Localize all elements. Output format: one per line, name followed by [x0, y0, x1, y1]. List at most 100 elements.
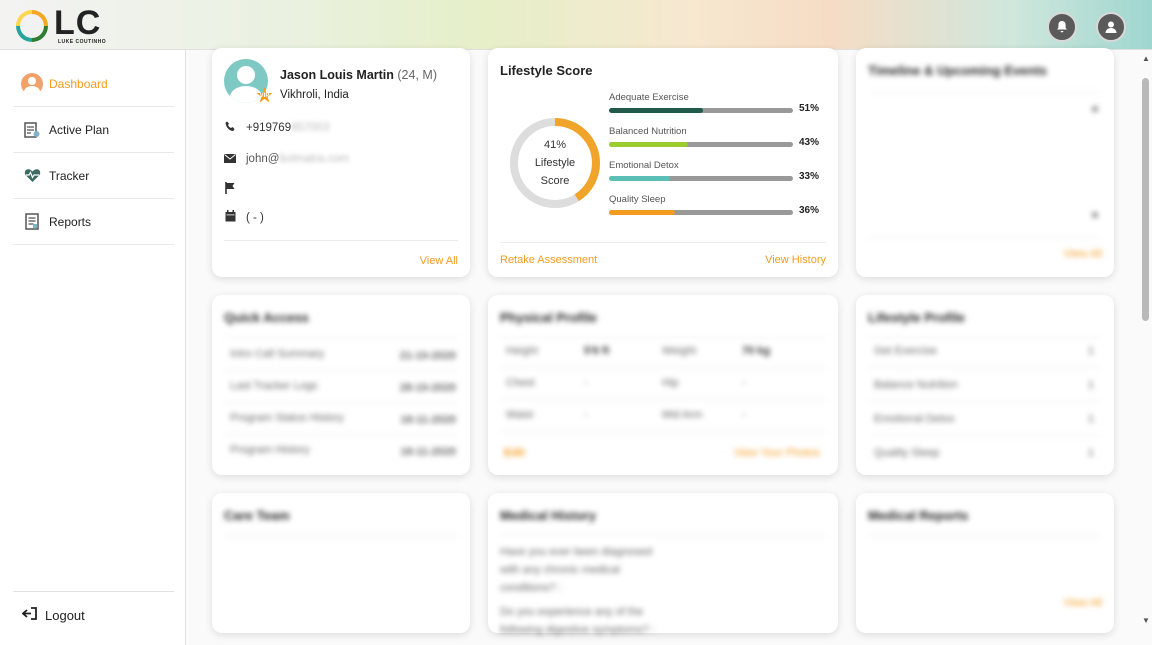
- lifestyle-profile-label: Quality Sleep: [874, 447, 940, 459]
- quick-access-title: Quick Access: [224, 310, 309, 325]
- bar-track: [609, 210, 793, 215]
- bar-label: Emotional Detox: [609, 160, 679, 171]
- bar-fill: [609, 176, 670, 181]
- lifestyle-profile-value: 1: [1087, 379, 1094, 391]
- sidebar-item-label: Reports: [49, 214, 92, 229]
- sidebar-item-reports[interactable]: Reports: [13, 199, 174, 245]
- physical-edit-link[interactable]: Edit: [504, 447, 525, 459]
- bar-adequate-exercise: Adequate Exercise 51%: [609, 92, 824, 114]
- phone-visible: +919769: [246, 122, 292, 134]
- quick-access-row-value: 28-10-2020: [399, 382, 456, 394]
- medical-history-card: Medical History Have you ever been diagn…: [488, 493, 838, 636]
- lifestyle-profile-value: 1: [1087, 413, 1094, 425]
- bar-fill: [609, 142, 689, 147]
- logout-icon: [21, 606, 37, 625]
- profile-card: VIP Jason Louis Martin (24, M) Vikhroli,…: [212, 48, 470, 277]
- page-scrollbar[interactable]: ▲ ▼: [1139, 50, 1152, 632]
- sidebar-item-active-plan[interactable]: Active Plan: [13, 107, 174, 153]
- profile-date-value: ( - ): [246, 211, 264, 224]
- timeline-view-all-link[interactable]: View All: [1063, 248, 1102, 260]
- bar-label: Adequate Exercise: [609, 92, 689, 103]
- report-document-icon: [21, 211, 43, 233]
- email-masked: bolmatra.com: [279, 153, 350, 165]
- sidebar-item-dashboard[interactable]: Dashboard: [13, 61, 174, 107]
- lifestyle-score-card: Lifestyle Score 41% Lifestyle Score Adeq…: [488, 48, 838, 277]
- timeline-dot: [1092, 106, 1098, 112]
- quick-access-row-label[interactable]: Program Status History: [230, 412, 344, 424]
- physical-profile-title: Physical Profile: [500, 310, 597, 325]
- logo-text: LC: [54, 4, 102, 42]
- bar-label: Balanced Nutrition: [609, 126, 687, 137]
- bar-percent: 33%: [799, 171, 820, 182]
- timeline-title: Timeline & Upcoming Events: [868, 63, 1047, 78]
- heart-pulse-icon: [21, 165, 43, 187]
- bar-percent: 51%: [799, 103, 820, 114]
- medical-reports-view-all-link[interactable]: View All: [1063, 597, 1102, 609]
- profile-date: ( - ): [224, 210, 264, 225]
- sidebar-item-label: Active Plan: [49, 122, 110, 137]
- phone-masked: 857003: [291, 122, 330, 134]
- sidebar-item-tracker[interactable]: Tracker: [13, 153, 174, 199]
- care-team-title: Care Team: [224, 508, 290, 523]
- physical-profile-card: Physical Profile Height 5'6 ft Weight 70…: [488, 295, 838, 475]
- retake-assessment-link[interactable]: Retake Assessment: [500, 254, 598, 266]
- bar-label: Quality Sleep: [609, 194, 666, 205]
- profile-button[interactable]: [1096, 12, 1126, 42]
- bar-quality-sleep: Quality Sleep 36%: [609, 194, 824, 216]
- medical-question: Have you ever been diagnosed with any ch…: [500, 546, 653, 594]
- view-history-link[interactable]: View History: [765, 254, 826, 266]
- score-percent: 41%: [543, 139, 567, 151]
- quick-access-row-label[interactable]: Intro Call Summary: [230, 348, 325, 360]
- physical-key: Waist: [506, 409, 534, 421]
- medical-question: Do you experience any of the following d…: [500, 606, 655, 636]
- divider: [224, 240, 458, 241]
- score-ring-svg: [510, 118, 600, 208]
- bar-fill: [609, 108, 703, 113]
- quick-access-row-label[interactable]: Program History: [230, 444, 310, 456]
- scroll-thumb[interactable]: [1142, 78, 1149, 321]
- calendar-icon: [224, 210, 236, 225]
- lifestyle-profile-title: Lifestyle Profile: [868, 310, 965, 325]
- profile-phone: +919769 857003: [224, 121, 329, 135]
- lifestyle-profile-value: 1: [1087, 447, 1094, 459]
- scroll-down-icon[interactable]: ▼: [1142, 616, 1150, 625]
- quick-access-row-value: 18-11-2020: [400, 446, 456, 458]
- view-photos-link[interactable]: View Your Photos: [733, 447, 820, 459]
- logo-subtext: LUKE COUTINHO: [58, 39, 107, 45]
- notification-button[interactable]: [1047, 12, 1077, 42]
- score-label-2: Score: [540, 175, 570, 187]
- bar-track: [609, 108, 793, 113]
- quick-access-card: Quick Access Intro Call Summary 21-10-20…: [212, 295, 470, 475]
- lifestyle-score-title: Lifestyle Score: [500, 63, 593, 78]
- profile-flag: [224, 182, 246, 197]
- email-visible: john@: [246, 153, 280, 165]
- profile-view-all-link[interactable]: View All: [419, 255, 458, 267]
- lifestyle-profile-card: Lifestyle Profile Get Exercise 1 Balance…: [856, 295, 1114, 475]
- physical-value: 70 kg: [742, 345, 771, 357]
- care-team-card: Care Team: [212, 493, 470, 633]
- medical-history-title: Medical History: [500, 508, 597, 523]
- divider: [500, 242, 826, 243]
- bar-percent: 36%: [799, 205, 820, 216]
- bar-percent: 43%: [799, 137, 820, 148]
- user-icon: [1105, 21, 1117, 33]
- scroll-up-icon[interactable]: ▲: [1142, 54, 1150, 63]
- logo[interactable]: LC LUKE COUTINHO: [16, 4, 112, 46]
- physical-value: -: [584, 377, 588, 389]
- dashboard-user-icon: [21, 72, 43, 95]
- bar-track: [609, 142, 793, 147]
- profile-age-gender: (24, M): [397, 68, 437, 82]
- physical-key: Chest: [506, 377, 535, 389]
- profile-name: Jason Louis Martin: [280, 68, 394, 82]
- quick-access-row-label[interactable]: Last Tracker Logs: [230, 380, 318, 392]
- logout-button[interactable]: Logout: [13, 591, 174, 639]
- sidebar-item-label: Dashboard: [49, 76, 108, 91]
- physical-value: -: [742, 409, 746, 421]
- lifestyle-score-ring: 41% Lifestyle Score: [508, 116, 602, 210]
- quick-access-row-value: 18-11-2020: [400, 414, 456, 426]
- logout-label: Logout: [45, 608, 85, 623]
- bar-fill: [609, 210, 676, 215]
- bar-balanced-nutrition: Balanced Nutrition 43%: [609, 126, 824, 148]
- physical-key: Weight: [662, 345, 697, 357]
- medical-reports-title: Medical Reports: [868, 508, 969, 523]
